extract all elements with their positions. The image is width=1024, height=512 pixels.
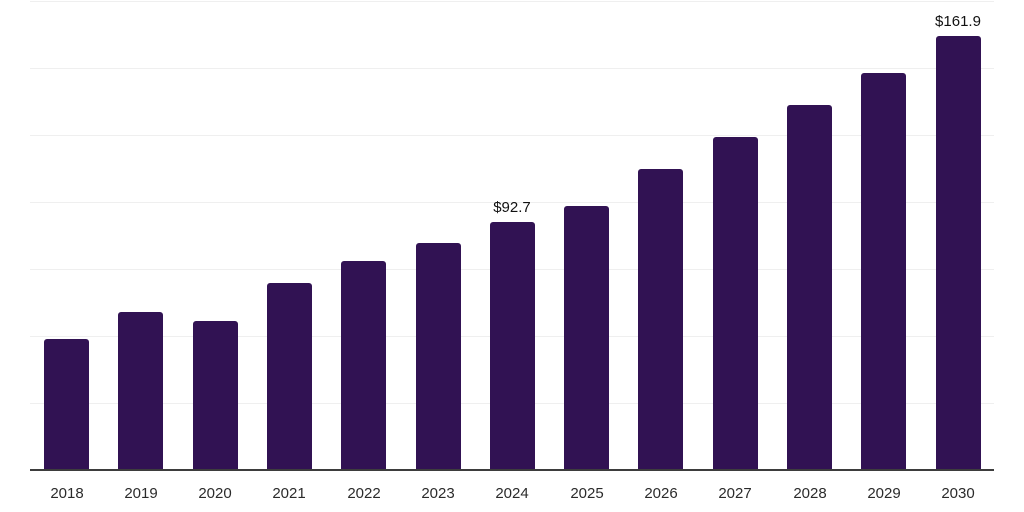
x-tick-2022: 2022 — [347, 485, 381, 502]
gridline-175 — [30, 1, 994, 2]
x-tick-2027: 2027 — [718, 485, 752, 502]
bar-2021 — [267, 283, 312, 470]
x-tick-2021: 2021 — [272, 485, 306, 502]
x-axis-line — [30, 469, 994, 471]
x-tick-2028: 2028 — [793, 485, 827, 502]
bar-2018 — [44, 339, 89, 470]
x-tick-2020: 2020 — [198, 485, 232, 502]
gridline-100 — [30, 202, 994, 203]
x-tick-2023: 2023 — [421, 485, 455, 502]
gridline-125 — [30, 135, 994, 136]
bar-2029 — [861, 73, 906, 470]
x-tick-2019: 2019 — [124, 485, 158, 502]
bar-2024 — [490, 222, 535, 470]
x-tick-2030: 2030 — [941, 485, 975, 502]
bar-2019 — [118, 312, 163, 470]
bar-2030 — [936, 36, 981, 470]
x-tick-2029: 2029 — [867, 485, 901, 502]
x-tick-2026: 2026 — [644, 485, 678, 502]
bar-2022 — [341, 261, 386, 470]
x-tick-2024: 2024 — [495, 485, 529, 502]
gridline-150 — [30, 68, 994, 69]
bar-2023 — [416, 243, 461, 470]
bar-2026 — [638, 169, 683, 470]
bar-2027 — [713, 137, 758, 470]
data-label-2024: $92.7 — [493, 199, 531, 216]
bar-2025 — [564, 206, 609, 470]
bar-2020 — [193, 321, 238, 470]
x-tick-2025: 2025 — [570, 485, 604, 502]
data-label-2030: $161.9 — [935, 13, 981, 30]
bar-2028 — [787, 105, 832, 470]
x-tick-2018: 2018 — [50, 485, 84, 502]
